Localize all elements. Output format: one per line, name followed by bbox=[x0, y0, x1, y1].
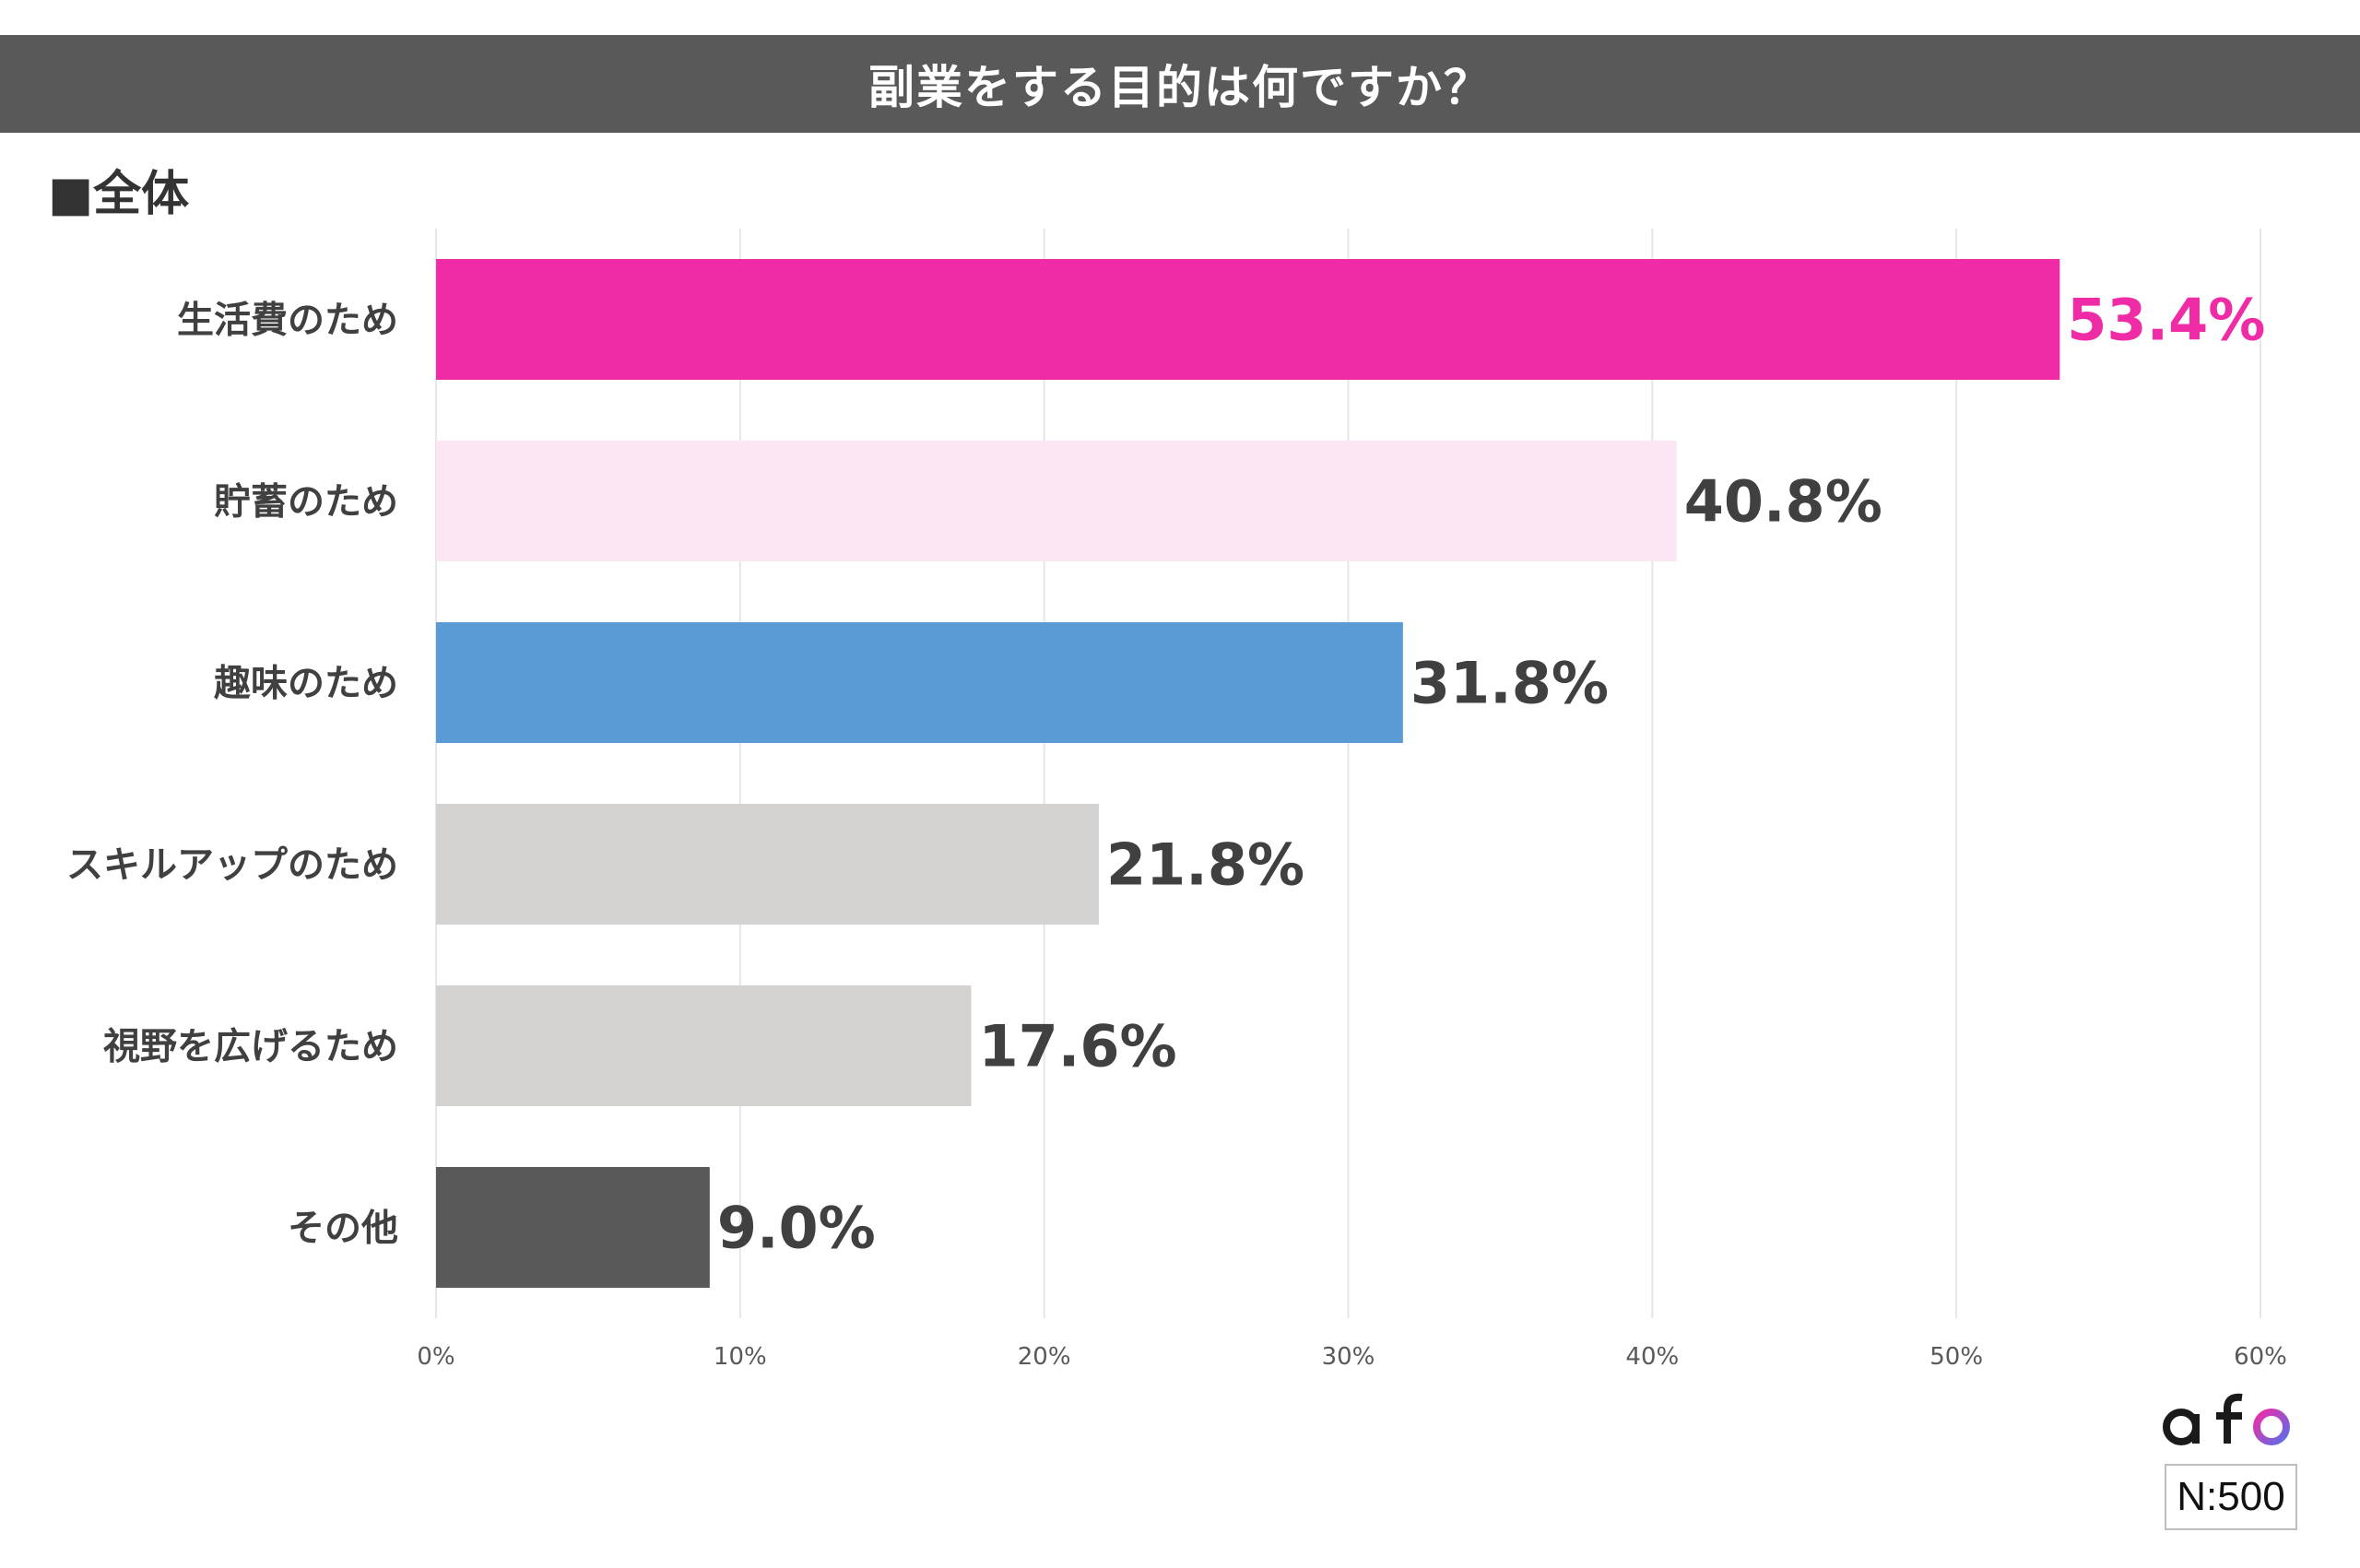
bar bbox=[436, 441, 1677, 561]
category-label: 趣味のため bbox=[214, 663, 398, 705]
category-label: 貯蓄のため bbox=[214, 481, 398, 524]
afb-logo bbox=[2159, 1383, 2297, 1460]
chart-title: 副業をする目的は何ですか？ bbox=[868, 61, 1492, 114]
category-label: その他 bbox=[288, 1208, 398, 1250]
category-label: 視野を広げるため bbox=[103, 1026, 398, 1068]
bar bbox=[436, 622, 1403, 743]
data-label: 9.0% bbox=[717, 1195, 876, 1262]
x-tick-label: 40% bbox=[1625, 1343, 1679, 1371]
category-label: 生活費のため bbox=[177, 300, 398, 342]
data-label: 17.6% bbox=[979, 1013, 1177, 1080]
sample-size-box: N:500 bbox=[2165, 1464, 2297, 1530]
data-label: 31.8% bbox=[1410, 650, 1609, 717]
title-bar: 副業をする目的は何ですか？ bbox=[0, 35, 2360, 133]
bar bbox=[436, 259, 2060, 380]
x-tick-label: 60% bbox=[2234, 1343, 2287, 1371]
x-tick-label: 0% bbox=[417, 1343, 454, 1371]
bar bbox=[436, 804, 1100, 925]
bar bbox=[436, 1167, 710, 1288]
x-tick-label: 10% bbox=[714, 1343, 767, 1371]
x-tick-label: 50% bbox=[1929, 1343, 1983, 1371]
x-tick-label: 30% bbox=[1322, 1343, 1375, 1371]
x-axis-ticks: 0% 10% 20% 30% 40% 50% 60% bbox=[417, 1343, 2287, 1371]
bar bbox=[436, 985, 972, 1106]
bars bbox=[436, 259, 2060, 1288]
x-tick-label: 20% bbox=[1018, 1343, 1071, 1371]
value-labels: 53.4% 40.8% 31.8% 21.8% 17.6% 9.0% bbox=[717, 287, 2266, 1262]
data-label: 21.8% bbox=[1106, 831, 1304, 899]
data-label: 53.4% bbox=[2067, 287, 2265, 354]
category-label: スキルアップのため bbox=[66, 844, 398, 887]
grid-lines bbox=[435, 229, 2261, 1318]
section-label: ■全体 bbox=[48, 167, 190, 222]
data-label: 40.8% bbox=[1684, 468, 1882, 536]
